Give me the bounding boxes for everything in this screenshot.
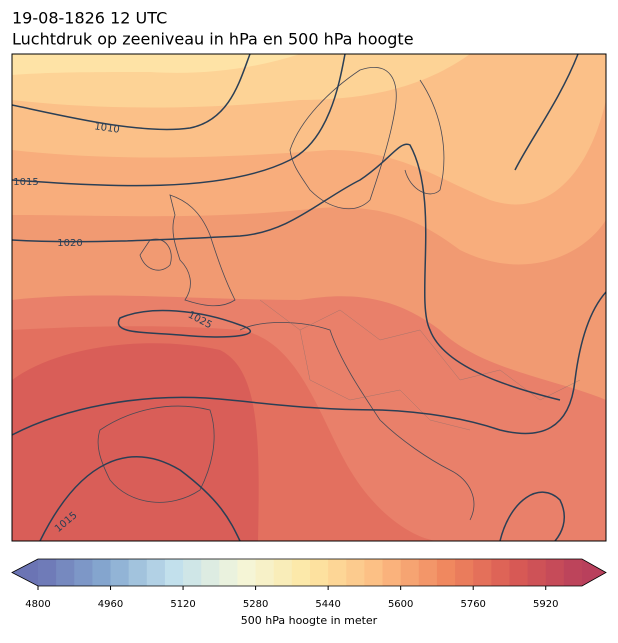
colorbar-segment	[291, 559, 311, 586]
colorbar: 4800 4960 5120 5280 5440 5600 5760 5920	[11, 558, 607, 610]
colorbar-label: 500 hPa hoogte in meter	[241, 614, 378, 627]
colorbar-segment	[364, 559, 384, 586]
map-frame	[11, 53, 607, 542]
colorbar-tick-label: 5920	[533, 599, 558, 610]
colorbar-segment	[310, 559, 329, 586]
colorbar-segment	[219, 559, 238, 586]
title: 19-08-1826 12 UTC	[12, 9, 167, 28]
colorbar-segment	[563, 559, 583, 586]
colorbar-segment	[183, 559, 202, 586]
colorbar-segment	[164, 559, 184, 586]
colorbar-segment	[382, 559, 402, 586]
map	[12, 54, 606, 541]
colorbar-segment	[110, 559, 130, 586]
colorbar-segment	[455, 559, 474, 586]
colorbar-tick-label: 5440	[315, 599, 340, 610]
colorbar-segment	[146, 559, 166, 586]
colorbar-segment	[400, 559, 420, 586]
colorbar-segment	[38, 559, 57, 586]
colorbar-segment	[328, 559, 347, 586]
colorbar-segment	[527, 559, 547, 586]
colorbar-tick-label: 4960	[98, 599, 123, 610]
colorbar-segment	[201, 559, 220, 586]
colorbar-tick-label: 5280	[243, 599, 268, 610]
colorbar-segment	[237, 559, 257, 586]
colorbar-tick-label: 5600	[388, 599, 413, 610]
colorbar-tick-label: 5120	[170, 599, 195, 610]
colorbar-outline	[11, 558, 607, 587]
subtitle: Luchtdruk op zeeniveau in hPa en 500 hPa…	[12, 30, 414, 49]
colorbar-segment	[255, 559, 275, 586]
colorbar-segment	[346, 559, 365, 586]
colorbar-extend-high	[582, 559, 606, 586]
colorbar-segment	[273, 559, 293, 586]
colorbar-segment	[473, 559, 492, 586]
contour-label: 1015	[13, 177, 38, 188]
colorbar-segment	[74, 559, 93, 586]
colorbar-segment	[545, 559, 565, 586]
colorbar-tick-label: 5760	[460, 599, 485, 610]
colorbar-tick-label: 4800	[25, 599, 50, 610]
colorbar-segment	[92, 559, 112, 586]
colorbar-segment	[418, 559, 438, 586]
colorbar-segment	[128, 559, 148, 586]
colorbar-segment	[56, 559, 75, 586]
colorbar-segment	[509, 559, 529, 586]
colorbar-segment	[436, 559, 456, 586]
colorbar-segment	[491, 559, 510, 586]
contour-label: 1010	[94, 121, 121, 135]
colorbar-extend-low	[12, 559, 38, 586]
contour-label: 1020	[57, 238, 82, 249]
